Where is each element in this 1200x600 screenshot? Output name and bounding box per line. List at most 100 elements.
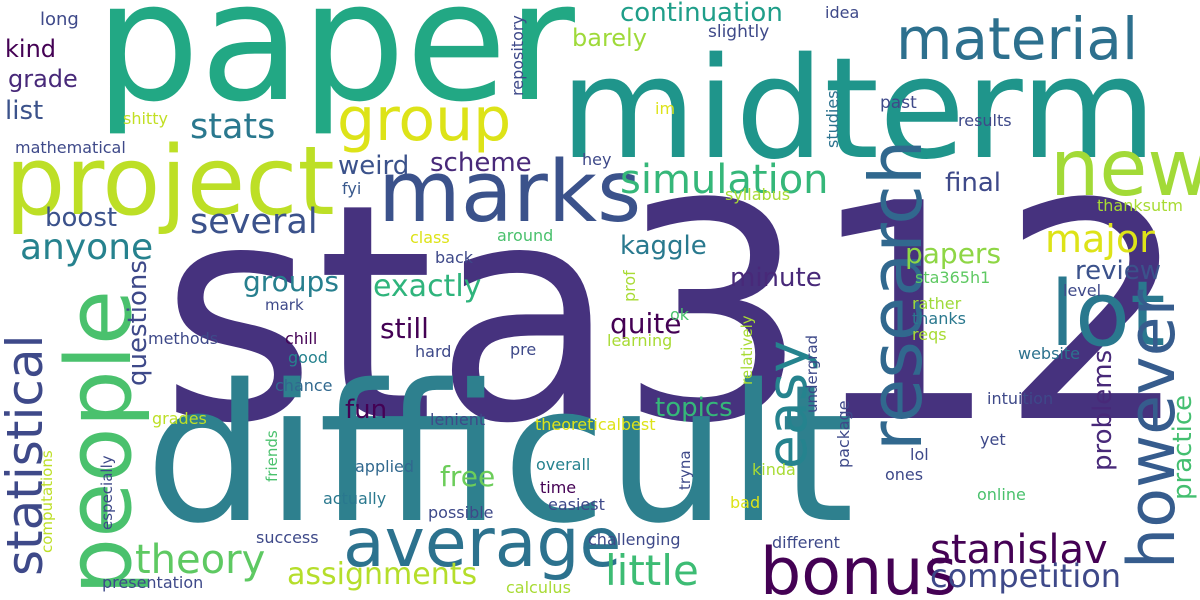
word-material: material [896, 5, 1139, 73]
word-bad: bad [730, 493, 761, 512]
word-questions: questions [123, 260, 153, 386]
word-calculus: calculus [506, 578, 571, 597]
word-major: major [1045, 217, 1155, 261]
word-thanksutm: thanksutm [1097, 196, 1183, 215]
word-prof: prof [620, 270, 639, 302]
word-exactly: exactly [373, 269, 482, 304]
word-computations: computations [38, 450, 56, 553]
word-ones: ones [885, 465, 924, 484]
word-ok: ok [670, 305, 690, 324]
word-still: still [380, 312, 429, 345]
word-pre: pre [510, 340, 537, 359]
word-project: project [5, 127, 335, 237]
word-theoreticalbest: theoreticalbest [535, 415, 656, 434]
word-possible: possible [428, 503, 494, 522]
word-chill: chill [285, 329, 318, 348]
word-new: new [1050, 124, 1200, 214]
word-thanks: thanks [912, 309, 966, 328]
word-mark: mark [265, 296, 304, 314]
word-easiest: easiest [548, 495, 605, 514]
word-package: package [834, 400, 853, 468]
word-fun: fun [345, 395, 388, 425]
word-different: different [772, 533, 840, 552]
word-mathematical: mathematical [15, 138, 126, 157]
word-minute: minute [730, 263, 822, 293]
word-repository: repository [508, 15, 527, 96]
word-website: website [1018, 344, 1080, 363]
word-review: review [1075, 256, 1161, 286]
word-lot: lot [1050, 262, 1166, 367]
word-continuation: continuation [620, 0, 783, 28]
word-kinda: kinda [752, 460, 796, 479]
word-quite: quite [610, 307, 682, 340]
word-several: several [190, 202, 318, 242]
word-challenging: challenging [588, 530, 681, 549]
word-papers: papers [905, 237, 1002, 270]
word-success: success [256, 528, 319, 547]
word-friends: friends [263, 430, 281, 482]
word-especially: especially [98, 455, 116, 530]
word-topics: topics [655, 393, 733, 423]
word-bonus: bonus [760, 535, 958, 600]
word-overall: overall [536, 455, 591, 474]
word-slightly: slightly [708, 22, 770, 42]
word-relatively: relatively [738, 315, 756, 385]
word-around: around [497, 226, 554, 245]
word-class: class [410, 228, 450, 247]
word-stanislav: stanislav [930, 527, 1108, 573]
word-sta312: sta312 [160, 140, 1191, 489]
word-tryna: tryna [676, 450, 694, 490]
word-boost: boost [45, 203, 118, 233]
word-grades: grades [152, 409, 207, 428]
word-group: group [337, 85, 512, 155]
word-kind: kind [5, 35, 57, 63]
word-list: list [5, 96, 44, 126]
word-level: level [1063, 281, 1102, 300]
word-average: average [343, 504, 622, 583]
word-barely: barely [572, 24, 647, 52]
word-yet: yet [980, 430, 1006, 449]
word-undergrad: undergrad [803, 335, 821, 414]
word-scheme: scheme [430, 148, 532, 178]
word-sta365h1: sta365h1 [915, 268, 991, 287]
word-grade: grade [8, 65, 78, 93]
word-fyi: fyi [342, 179, 362, 198]
word-stats: stats [190, 107, 276, 147]
word-studies: studies [823, 90, 842, 148]
word-groups: groups [243, 265, 339, 298]
word-long: long [40, 9, 79, 30]
word-competition: competition [930, 557, 1122, 595]
word-learning: learning [607, 331, 673, 350]
word-methods: methods [148, 329, 219, 348]
word-theory: theory [135, 537, 266, 583]
word-kaggle: kaggle [620, 231, 707, 261]
word-difficult: difficult [145, 344, 855, 565]
word-assignments: assignments [287, 557, 478, 592]
word-simulation: simulation [620, 157, 829, 203]
word-shitty: shitty [123, 109, 168, 128]
word-reqs: reqs [912, 325, 947, 344]
word-weird: weird [338, 151, 410, 181]
word-final: final [945, 168, 1002, 198]
word-intuition: intuition [987, 389, 1054, 408]
word-lol: lol [910, 445, 929, 464]
word-practice: practice [1168, 395, 1198, 501]
word-good: good [288, 348, 328, 367]
word-problems: problems [1088, 350, 1118, 472]
word-paper: paper [95, 0, 575, 138]
word-syllabus: syllabus [725, 185, 791, 204]
word-chance: chance [275, 376, 333, 395]
word-free: free [440, 460, 496, 493]
word-lenient: lenient [430, 410, 486, 429]
word-actually: actually [323, 489, 387, 508]
word-midterm: midterm [560, 28, 1157, 191]
word-little: little [605, 546, 699, 595]
word-past: past [880, 93, 917, 113]
word-hard: hard [415, 342, 452, 361]
word-anyone: anyone [20, 227, 154, 268]
word-hey: hey [582, 150, 612, 169]
word-marks: marks [378, 143, 642, 242]
word-back: back [435, 248, 474, 267]
word-applied: applied [355, 457, 415, 476]
